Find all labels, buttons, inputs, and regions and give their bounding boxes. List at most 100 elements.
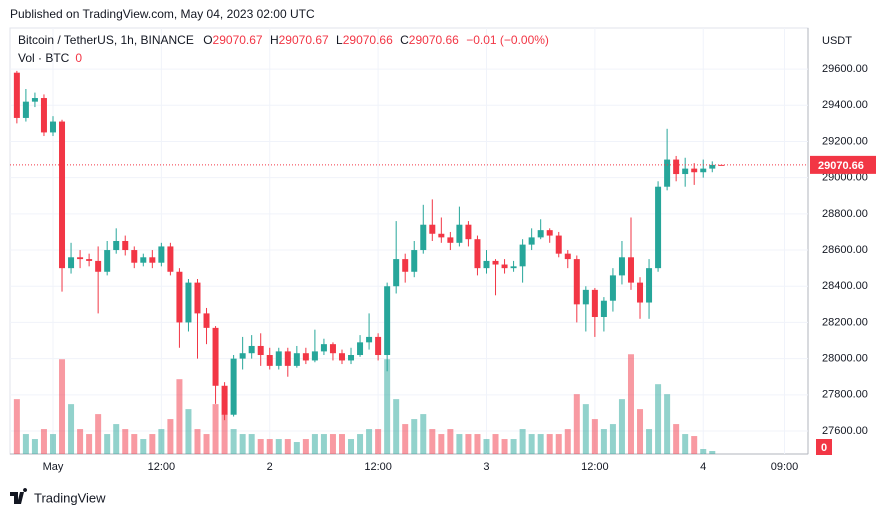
- candle-body: [537, 230, 544, 238]
- candle-body: [239, 353, 246, 359]
- volume-value: 0: [75, 51, 82, 65]
- volume-bar: [338, 434, 345, 454]
- brand: TradingView: [34, 490, 106, 505]
- candle-body: [158, 246, 165, 263]
- candle-body: [618, 257, 625, 276]
- candle-body: [68, 257, 75, 269]
- volume-bar: [329, 434, 336, 454]
- last-price-label: 29070.66: [818, 160, 864, 172]
- volume-bar: [537, 434, 544, 454]
- footer-logo: TradingView: [10, 488, 106, 505]
- volume-bar: [682, 434, 689, 454]
- volume-bar: [104, 434, 111, 454]
- volume-bar: [618, 399, 625, 454]
- legend-low: 29070.66: [343, 33, 393, 47]
- candle-body: [131, 250, 138, 263]
- candle-body: [302, 353, 309, 361]
- candle-body: [375, 336, 382, 356]
- y-tick-label: 27600.00: [822, 425, 868, 437]
- y-tick-label: 28400.00: [822, 280, 868, 292]
- volume-bar: [230, 429, 237, 454]
- volume-bar: [546, 434, 553, 454]
- candle-body: [248, 345, 255, 354]
- legend-o-label: O: [203, 33, 212, 47]
- volume-bar: [239, 434, 246, 454]
- candle-body: [447, 237, 454, 243]
- volume-bar: [465, 434, 472, 454]
- candle-body: [140, 257, 147, 263]
- volume-bar: [573, 394, 580, 454]
- candle-body: [284, 351, 291, 366]
- volume-bar: [49, 434, 56, 454]
- legend-l-label: L: [336, 33, 343, 47]
- candle-body: [293, 353, 300, 366]
- candle-body: [176, 271, 183, 323]
- candle-body: [329, 344, 336, 354]
- volume-bar: [194, 429, 201, 454]
- currency: USDT: [822, 35, 852, 47]
- candle-body: [95, 260, 102, 272]
- volume-bar: [13, 399, 20, 454]
- volume-bar: [221, 414, 228, 454]
- x-tick-label: 09:00: [771, 461, 799, 473]
- volume-bar: [22, 434, 29, 454]
- volume-bar: [700, 449, 707, 454]
- candle-body: [31, 98, 38, 102]
- candle-body: [420, 224, 427, 251]
- volume-bar: [131, 434, 138, 454]
- candle-body: [637, 282, 644, 303]
- x-tick-label: 12:00: [148, 461, 176, 473]
- y-tick-label: 28600.00: [822, 244, 868, 256]
- candle-body: [221, 385, 228, 415]
- x-tick-label: May: [43, 461, 64, 473]
- candle-body: [609, 275, 616, 301]
- legend: Bitcoin / TetherUS, 1h, BINANCE O29070.6…: [18, 33, 549, 47]
- candle-body: [167, 246, 174, 272]
- x-tick-label: 2: [267, 461, 273, 473]
- candle-body: [627, 257, 634, 283]
- legend-close: 29070.66: [409, 33, 459, 47]
- y-tick-label: 27800.00: [822, 389, 868, 401]
- y-tick-label: 28000.00: [822, 353, 868, 365]
- volume-bar: [302, 439, 309, 454]
- candle-body: [573, 259, 580, 305]
- volume-bar: [591, 419, 598, 454]
- candle-body: [13, 72, 20, 118]
- candle-body: [366, 336, 373, 343]
- candle-body: [664, 159, 671, 187]
- candle-body: [700, 168, 707, 173]
- x-tick-label: 4: [700, 461, 706, 473]
- volume-bar: [149, 434, 156, 454]
- candle-body: [519, 244, 526, 267]
- volume-bar: [293, 442, 300, 454]
- last-volume-label: 0: [821, 442, 827, 454]
- symbol-title: Bitcoin / TetherUS, 1h, BINANCE: [18, 33, 194, 47]
- candle-body: [59, 121, 66, 269]
- candle-body: [483, 260, 490, 269]
- volume-bar: [275, 439, 282, 454]
- candle-body: [266, 355, 273, 366]
- candle-body: [275, 351, 282, 366]
- candle-body: [348, 355, 355, 361]
- candle-body: [77, 257, 84, 260]
- candle-body: [465, 224, 472, 240]
- volume-bar: [320, 434, 327, 454]
- volume-bar: [86, 434, 93, 454]
- legend-open: 29070.67: [213, 33, 263, 47]
- volume-bar: [673, 424, 680, 454]
- volume-bar: [402, 424, 409, 454]
- candle-body: [40, 98, 47, 133]
- volume-bar: [438, 434, 445, 454]
- volume-legend: Vol · BTC 0: [18, 51, 82, 65]
- candle-body: [528, 237, 535, 245]
- candle-body: [357, 342, 364, 356]
- candle-body: [230, 358, 237, 415]
- candle-body: [546, 230, 553, 236]
- candle-body: [257, 345, 264, 356]
- volume-bar: [167, 419, 174, 454]
- volume-bar: [447, 429, 454, 454]
- volume-bar: [375, 429, 382, 454]
- volume-bar: [311, 434, 318, 454]
- volume-bar: [203, 434, 210, 454]
